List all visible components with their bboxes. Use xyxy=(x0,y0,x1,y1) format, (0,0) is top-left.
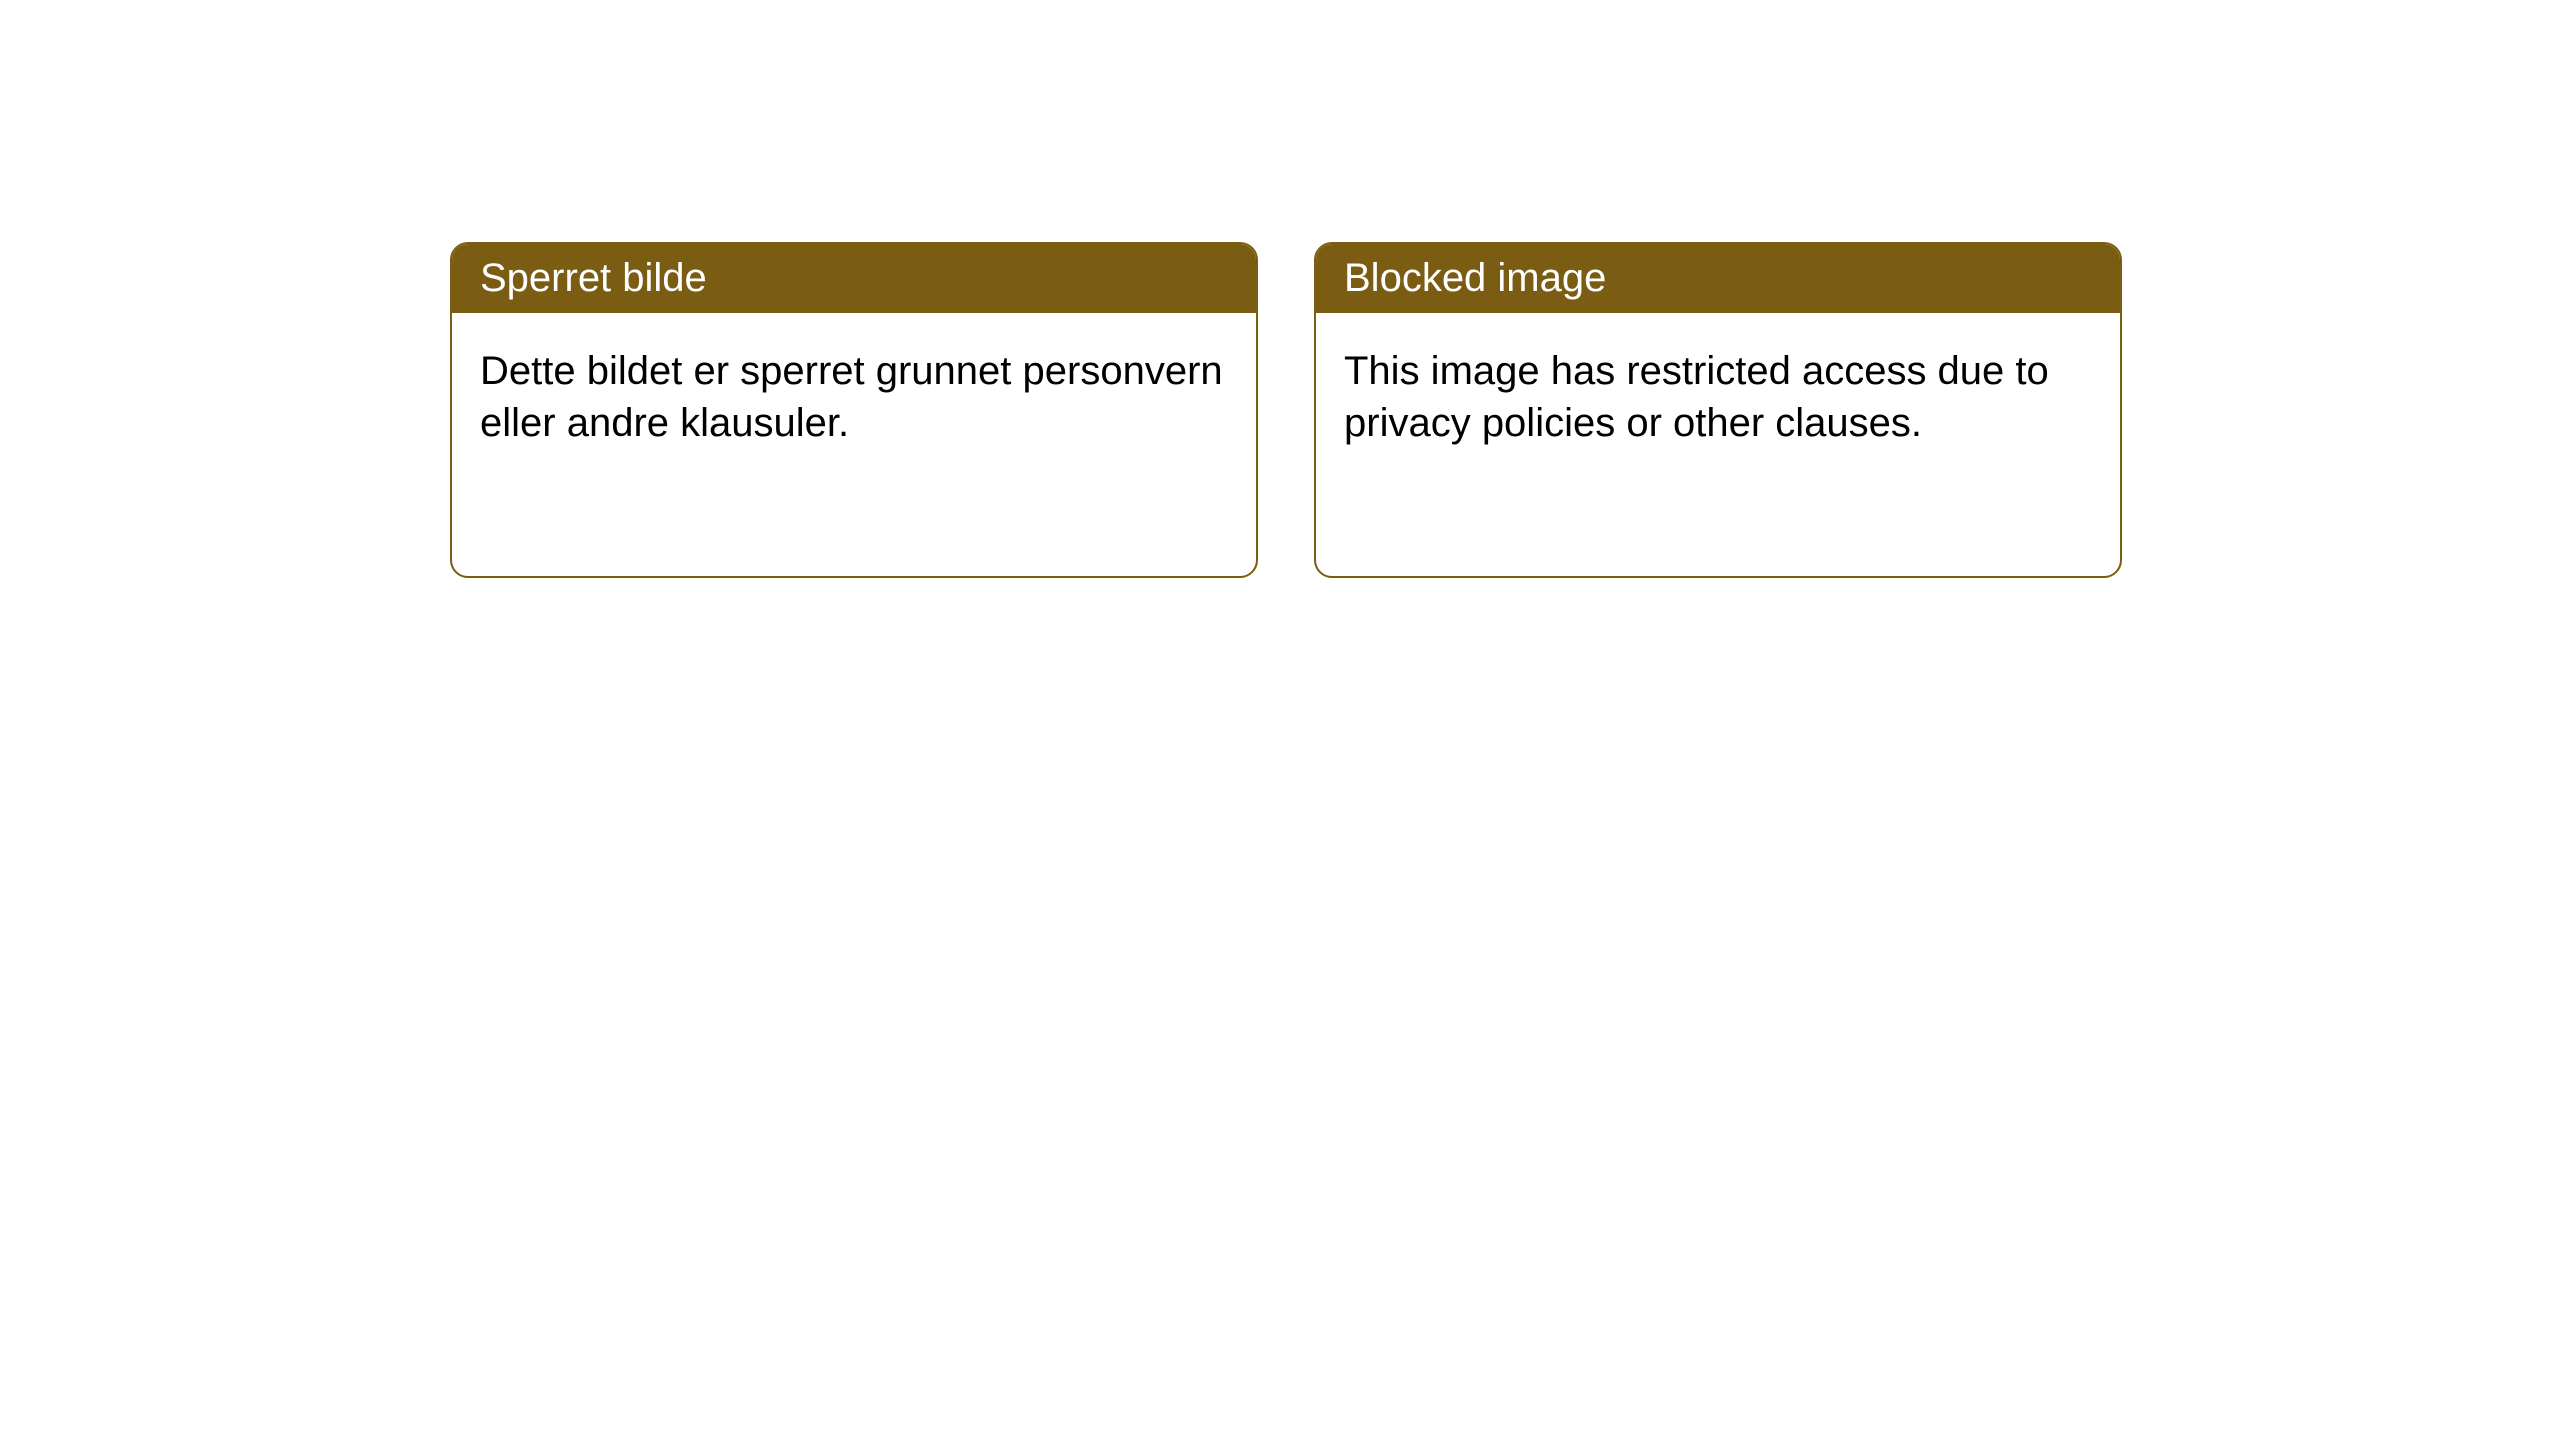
notice-header: Blocked image xyxy=(1316,244,2120,313)
notice-title: Sperret bilde xyxy=(480,256,707,300)
notice-card-norwegian: Sperret bilde Dette bildet er sperret gr… xyxy=(450,242,1258,578)
notice-body-text: This image has restricted access due to … xyxy=(1344,349,2049,445)
notice-body-text: Dette bildet er sperret grunnet personve… xyxy=(480,349,1223,445)
notice-title: Blocked image xyxy=(1344,256,1606,300)
notice-header: Sperret bilde xyxy=(452,244,1256,313)
notice-card-english: Blocked image This image has restricted … xyxy=(1314,242,2122,578)
notice-body: This image has restricted access due to … xyxy=(1316,313,2120,481)
notices-container: Sperret bilde Dette bildet er sperret gr… xyxy=(0,0,2560,578)
notice-body: Dette bildet er sperret grunnet personve… xyxy=(452,313,1256,481)
